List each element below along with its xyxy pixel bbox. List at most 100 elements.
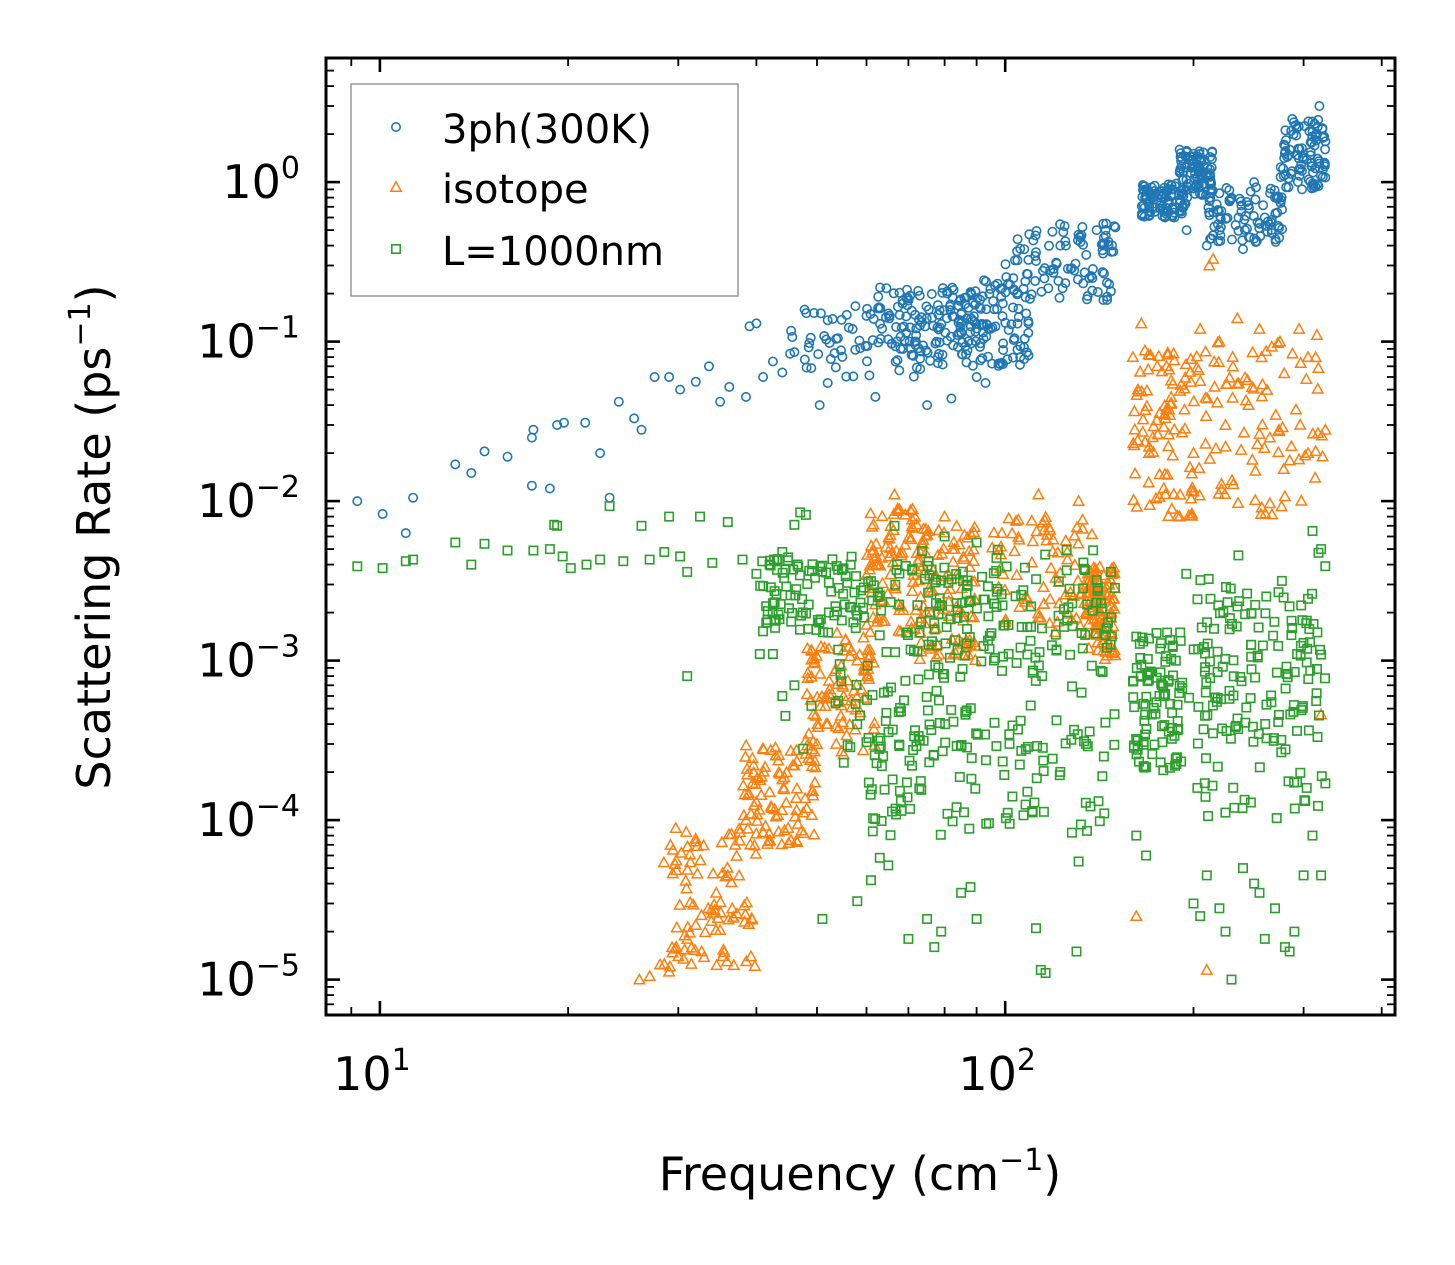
data-point-triangle bbox=[1152, 349, 1166, 362]
data-point-triangle bbox=[1141, 362, 1155, 375]
data-point-square bbox=[767, 648, 778, 659]
data-point-circle bbox=[1015, 243, 1026, 254]
data-point-triangle bbox=[985, 540, 999, 553]
data-point-square bbox=[1142, 676, 1153, 687]
data-point-triangle bbox=[632, 972, 646, 985]
data-point-square bbox=[1156, 638, 1167, 649]
data-point-triangle bbox=[706, 866, 720, 879]
data-point-triangle bbox=[808, 775, 822, 788]
data-point-square bbox=[1014, 759, 1025, 770]
data-point-triangle bbox=[748, 777, 762, 790]
data-point-circle bbox=[982, 351, 993, 362]
data-point-square bbox=[1195, 575, 1206, 586]
data-point-triangle bbox=[813, 667, 827, 679]
data-point-square bbox=[926, 636, 937, 647]
data-point-circle bbox=[1053, 275, 1064, 286]
data-point-triangle bbox=[733, 825, 747, 837]
data-point-triangle bbox=[690, 866, 704, 879]
data-point-circle bbox=[1166, 191, 1177, 202]
data-point-triangle bbox=[864, 538, 878, 551]
legend-marker-circle bbox=[390, 122, 401, 133]
data-point-square bbox=[1140, 709, 1151, 720]
data-point-square bbox=[901, 777, 912, 788]
data-point-triangle bbox=[1165, 502, 1179, 514]
data-point-triangle bbox=[1316, 449, 1330, 462]
data-point-square bbox=[914, 627, 925, 638]
y-tick-labels: 100 10−1 10−2 10−3 10−4 10−5 bbox=[197, 151, 300, 1006]
data-point-circle bbox=[1204, 210, 1215, 221]
data-point-square bbox=[983, 611, 994, 622]
data-point-square bbox=[961, 638, 972, 649]
data-point-square bbox=[879, 784, 890, 795]
data-point-square bbox=[924, 570, 935, 581]
data-point-triangle bbox=[1230, 311, 1244, 324]
data-point-circle bbox=[1213, 206, 1224, 217]
data-point-square bbox=[850, 698, 861, 709]
data-point-circle bbox=[922, 400, 933, 411]
data-point-circle bbox=[1149, 206, 1160, 217]
data-point-square bbox=[549, 519, 560, 530]
data-point-triangle bbox=[795, 824, 809, 836]
data-point-square bbox=[875, 733, 886, 744]
data-point-circle bbox=[1096, 239, 1107, 250]
data-point-square bbox=[1100, 717, 1111, 728]
data-point-square bbox=[1002, 807, 1013, 818]
data-point-circle bbox=[767, 356, 778, 367]
data-point-circle bbox=[1254, 223, 1265, 234]
data-point-triangle bbox=[1162, 427, 1176, 440]
data-point-square bbox=[1004, 738, 1015, 749]
data-point-square bbox=[1079, 736, 1090, 747]
data-point-triangle bbox=[871, 611, 885, 624]
data-point-circle bbox=[1000, 259, 1011, 270]
data-point-circle bbox=[1280, 125, 1291, 136]
x-tick-label: 101 bbox=[333, 1043, 411, 1101]
data-point-square bbox=[1029, 797, 1040, 808]
data-point-triangle bbox=[728, 838, 742, 850]
data-point-triangle bbox=[904, 503, 917, 516]
data-point-square bbox=[1097, 771, 1108, 782]
data-point-square bbox=[1150, 708, 1161, 719]
data-point-square bbox=[1253, 622, 1264, 633]
data-point-circle bbox=[937, 283, 948, 294]
data-point-triangle bbox=[1147, 419, 1161, 432]
data-point-triangle bbox=[1143, 498, 1157, 511]
data-point-circle bbox=[1204, 171, 1215, 182]
data-point-square bbox=[1268, 735, 1279, 746]
data-point-triangle bbox=[960, 530, 974, 543]
data-point-square bbox=[1314, 710, 1325, 721]
data-point-square bbox=[1022, 622, 1033, 633]
data-point-triangle bbox=[1187, 394, 1201, 407]
data-point-triangle bbox=[657, 855, 671, 868]
data-point-triangle bbox=[741, 788, 755, 801]
y-tick-label: 100 bbox=[222, 151, 300, 209]
data-point-square bbox=[943, 577, 954, 588]
data-point-circle bbox=[961, 292, 972, 303]
data-point-square bbox=[1160, 656, 1171, 667]
data-point-triangle bbox=[740, 895, 754, 908]
data-point-circle bbox=[1207, 147, 1218, 158]
data-point-square bbox=[777, 690, 788, 701]
data-point-circle bbox=[931, 336, 942, 347]
data-point-square bbox=[1289, 926, 1300, 937]
data-point-circle bbox=[1174, 144, 1185, 155]
legend: 3ph(300K) isotope L=1000nm bbox=[350, 83, 739, 297]
data-point-triangle bbox=[1046, 532, 1060, 545]
data-point-square bbox=[1109, 582, 1120, 593]
data-point-square bbox=[865, 875, 876, 886]
data-point-circle bbox=[873, 302, 884, 313]
data-point-square bbox=[777, 567, 788, 578]
data-point-square bbox=[1025, 635, 1036, 646]
data-point-triangle bbox=[1173, 384, 1187, 396]
data-point-triangle bbox=[720, 954, 734, 967]
data-point-triangle bbox=[870, 615, 884, 627]
data-point-triangle bbox=[1298, 448, 1312, 461]
data-point-square bbox=[909, 725, 920, 736]
data-point-circle bbox=[1100, 230, 1111, 241]
data-point-square bbox=[1077, 643, 1088, 654]
data-layer bbox=[352, 101, 1332, 985]
data-point-square bbox=[1031, 773, 1042, 784]
data-point-square bbox=[823, 607, 834, 618]
data-point-triangle bbox=[876, 576, 889, 589]
data-point-square bbox=[863, 732, 874, 743]
data-point-square bbox=[528, 545, 539, 556]
